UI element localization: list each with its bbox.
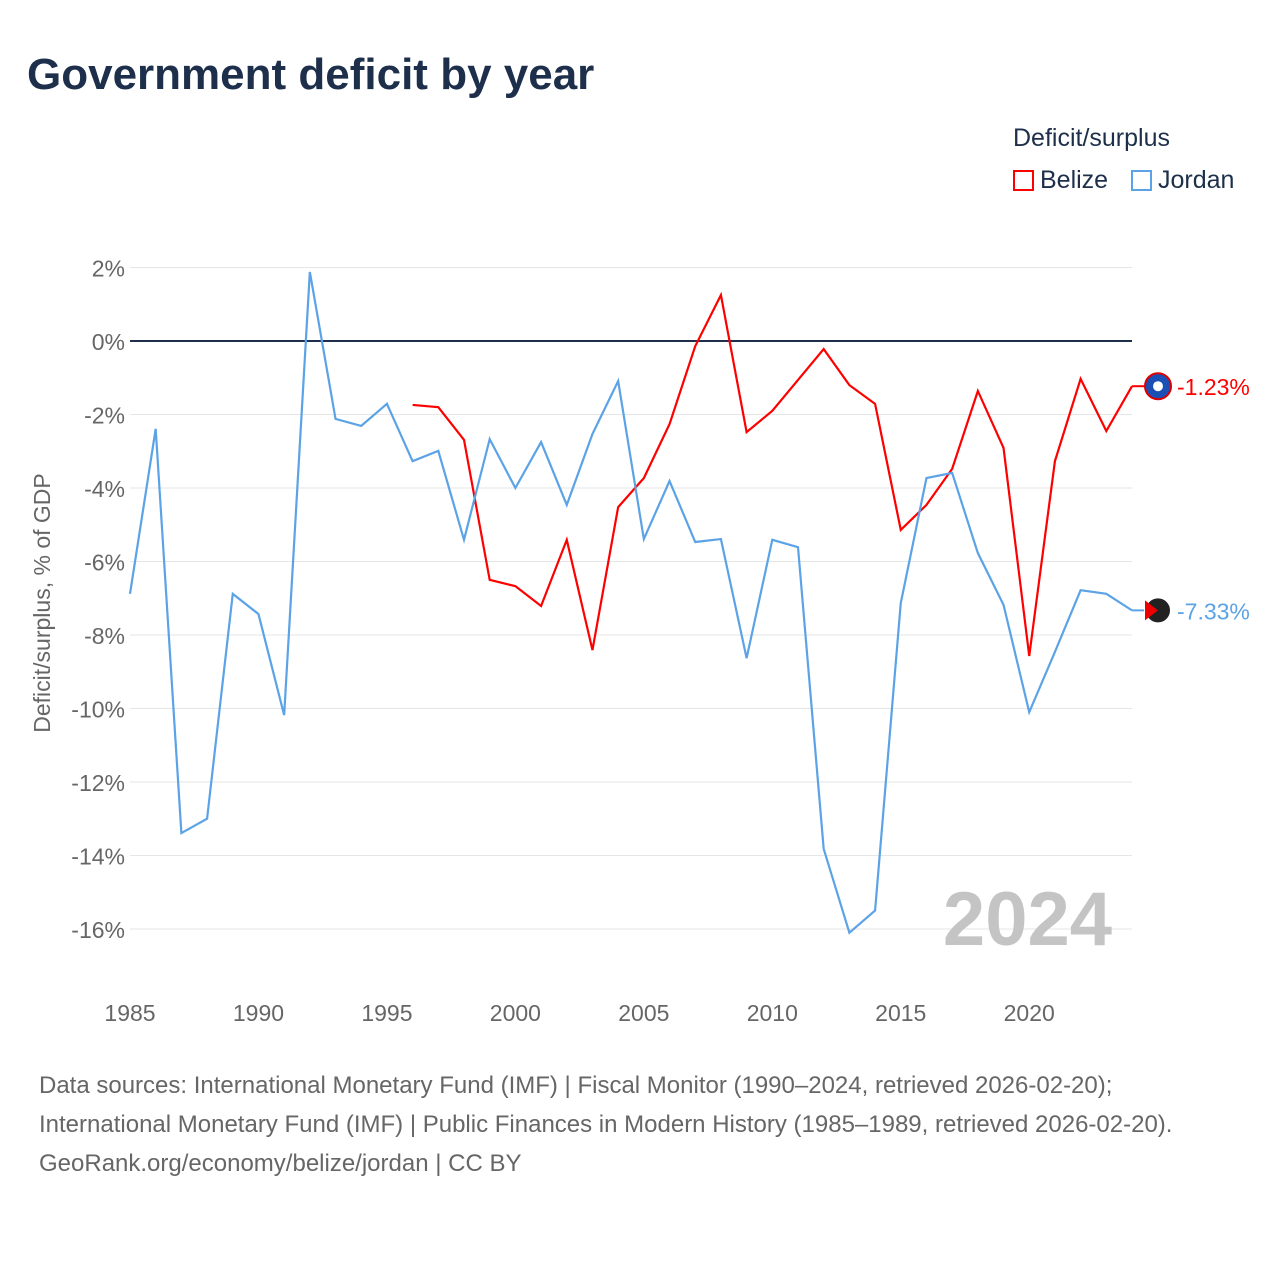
y-tick-label: 2% bbox=[92, 256, 125, 282]
y-axis-label: Deficit/surplus, % of GDP bbox=[29, 473, 55, 732]
y-tick-label: -4% bbox=[84, 476, 125, 502]
legend-item-jordan[interactable]: Jordan bbox=[1131, 166, 1234, 195]
y-tick-label: -14% bbox=[71, 844, 125, 870]
year-watermark: 2024 bbox=[943, 877, 1112, 962]
legend-swatch-belize bbox=[1013, 170, 1034, 191]
x-tick-label: 2010 bbox=[747, 1000, 798, 1026]
x-tick-label: 1990 bbox=[233, 1000, 284, 1026]
end-value-label: -1.23% bbox=[1177, 374, 1250, 400]
legend-label-jordan: Jordan bbox=[1158, 166, 1235, 194]
y-tick-label: -12% bbox=[71, 770, 125, 796]
x-tick-label: 2020 bbox=[1004, 1000, 1055, 1026]
legend-title: Deficit/surplus bbox=[1013, 124, 1170, 152]
legend-item-belize[interactable]: Belize bbox=[1013, 166, 1108, 195]
credit-link[interactable]: GeoRank.org/economy/belize/jordan | CC B… bbox=[39, 1150, 522, 1177]
y-tick-label: 0% bbox=[92, 329, 125, 355]
flag-triangle bbox=[1145, 600, 1158, 621]
legend-swatch-jordan bbox=[1131, 170, 1152, 191]
end-value-label: -7.33% bbox=[1177, 598, 1250, 624]
y-tick-label: -16% bbox=[71, 917, 125, 943]
x-tick-label: 1995 bbox=[361, 1000, 412, 1026]
legend-label-belize: Belize bbox=[1040, 166, 1109, 194]
series-line-jordan[interactable] bbox=[128, 271, 1133, 935]
x-tick-label: 2005 bbox=[618, 1000, 669, 1026]
y-tick-label: -2% bbox=[84, 403, 125, 429]
page-title: Government deficit by year bbox=[27, 50, 595, 99]
y-tick-label: -8% bbox=[84, 623, 125, 649]
line-chart: 2% 0% -2% -4% -6% -8% -10% -12% -14% -16% 1985 1990… bbox=[29, 256, 1250, 1027]
footer: Data sources: International Monetary Fun… bbox=[39, 1066, 1239, 1183]
x-tick-label: 1985 bbox=[104, 1000, 155, 1026]
data-sources: Data sources: International Monetary Fun… bbox=[39, 1072, 1173, 1138]
y-tick-label: -6% bbox=[84, 550, 125, 576]
x-tick-label: 2015 bbox=[875, 1000, 926, 1026]
x-tick-label: 2000 bbox=[490, 1000, 541, 1026]
y-tick-label: -10% bbox=[71, 697, 125, 723]
flag-emblem bbox=[1153, 381, 1163, 392]
series-line-belize[interactable] bbox=[412, 291, 1133, 657]
